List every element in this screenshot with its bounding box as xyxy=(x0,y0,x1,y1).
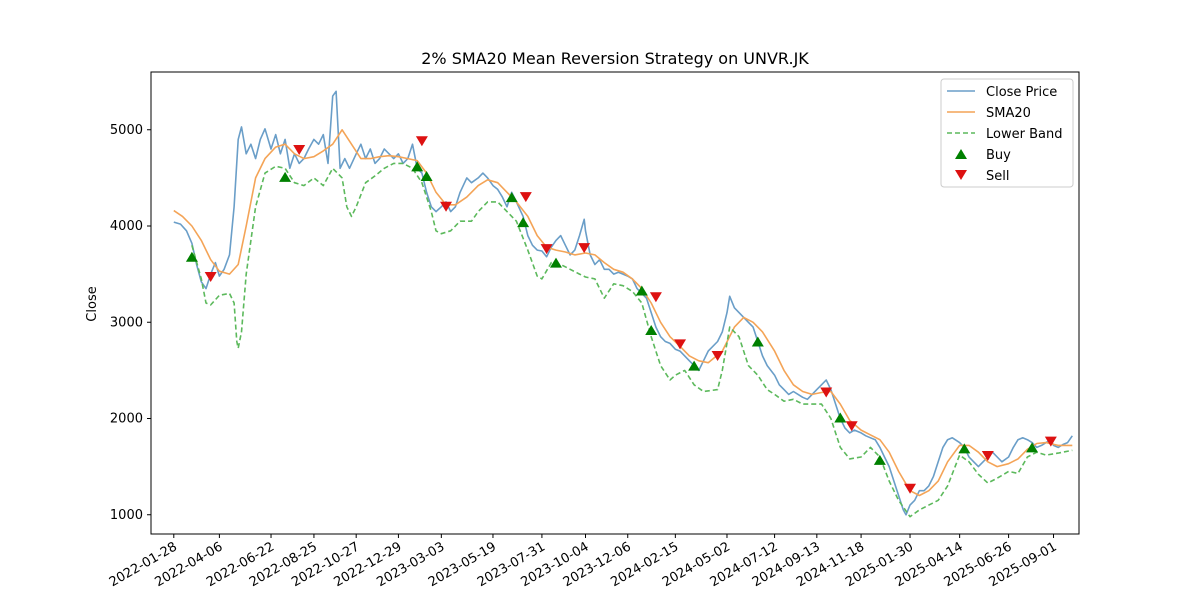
sell-marker xyxy=(711,350,724,361)
legend-label: Lower Band xyxy=(986,127,1062,142)
buy-marker xyxy=(185,251,198,262)
y-tick-label: 4000 xyxy=(110,219,143,234)
sell-marker xyxy=(578,243,591,254)
sell-marker xyxy=(293,144,306,155)
buy-marker xyxy=(751,336,764,347)
sell-marker xyxy=(204,272,217,283)
buy-marker xyxy=(873,454,886,465)
sell-marker xyxy=(674,339,687,350)
sell-marker xyxy=(1044,436,1057,447)
sell-marker xyxy=(981,451,994,462)
legend-label: SMA20 xyxy=(986,106,1031,121)
buy-marker xyxy=(1026,442,1039,453)
y-tick-label: 3000 xyxy=(110,315,143,330)
buy-marker xyxy=(635,285,648,296)
sell-marker xyxy=(440,201,453,212)
buy-marker xyxy=(517,217,530,228)
sell-marker xyxy=(845,421,858,432)
sell-marker xyxy=(904,483,917,494)
y-tick-label: 2000 xyxy=(110,412,143,427)
buy-marker xyxy=(688,360,701,371)
legend-label: Close Price xyxy=(986,85,1057,100)
legend-swatch xyxy=(955,170,967,180)
buy-marker xyxy=(834,412,847,423)
plot-area xyxy=(150,71,1080,535)
buy-marker xyxy=(420,170,433,181)
legend-swatch xyxy=(955,149,967,159)
legend: Close Price SMA20 Lower Band Buy Sell xyxy=(940,78,1074,188)
series-line-close-price xyxy=(173,90,1073,516)
series-line-sma20 xyxy=(173,129,1073,497)
y-axis: 1000 2000 3000 4000 5000 xyxy=(110,123,151,523)
buy-marker xyxy=(958,443,971,454)
y-tick-label: 5000 xyxy=(110,123,143,138)
series-line-lower-band xyxy=(191,162,1073,518)
sell-marker xyxy=(415,136,428,147)
y-tick-label: 1000 xyxy=(110,508,143,523)
chart-title: 2% SMA20 Mean Reversion Strategy on UNVR… xyxy=(421,49,809,68)
plot-frame xyxy=(150,71,1080,535)
y-axis-label: Close xyxy=(85,286,100,321)
sell-marker xyxy=(519,192,532,203)
buy-marker xyxy=(411,161,424,172)
buy-marker xyxy=(549,257,562,268)
legend-label: Sell xyxy=(986,169,1009,184)
sell-marker xyxy=(820,387,833,398)
buy-marker xyxy=(645,324,658,335)
buy-marker xyxy=(505,192,518,203)
legend-label: Buy xyxy=(986,148,1011,163)
sell-marker xyxy=(649,292,662,303)
legend-frame xyxy=(940,78,1074,188)
buy-marker xyxy=(279,171,292,182)
sell-marker xyxy=(540,244,553,255)
